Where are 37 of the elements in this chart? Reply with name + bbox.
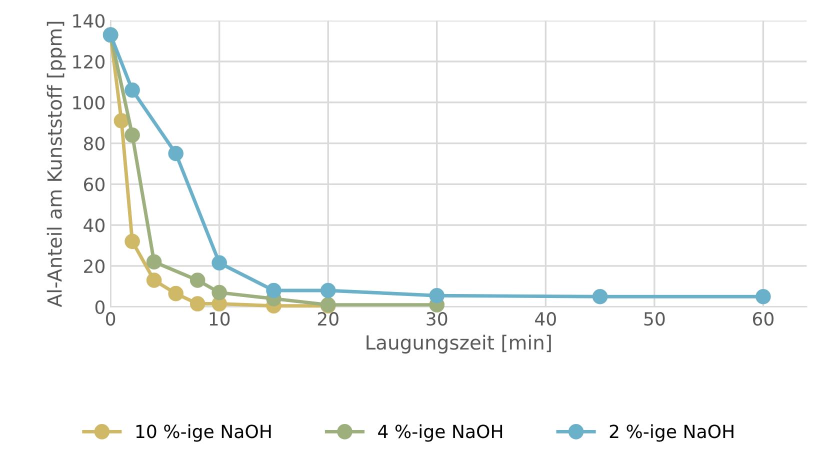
legend-label: 2 %-ige NaOH (610, 424, 734, 442)
y-tick-label: 60 (84, 178, 105, 192)
point (592, 288, 608, 304)
point (190, 272, 206, 288)
y-tick-label: 100 (73, 96, 105, 110)
point (124, 234, 140, 250)
y-tick-label: 0 (95, 300, 105, 314)
point (756, 288, 771, 304)
point (320, 282, 336, 298)
x-tick-label: 60 (752, 312, 774, 326)
x-tick-label: 10 (210, 312, 230, 326)
legend-label: 10 %-ige NaOH (136, 424, 271, 442)
x-tick-label: 20 (318, 312, 338, 326)
point (146, 254, 162, 270)
point (114, 113, 130, 128)
x-tick-label: 0 (106, 312, 116, 326)
y-tick-label: 140 (73, 14, 105, 28)
point (429, 288, 445, 304)
y-axis-title: Al-Anteil am Kunststoff [ppm] (46, 22, 66, 308)
x-tick-label: 30 (426, 312, 448, 326)
point (168, 146, 184, 162)
point (124, 127, 140, 143)
point (168, 286, 184, 302)
point (266, 282, 282, 298)
x-axis-title: Laugungszeit [min] (366, 334, 551, 354)
point (212, 284, 227, 300)
point (146, 272, 162, 288)
point (212, 255, 227, 271)
y-tick-label: 80 (84, 136, 105, 150)
x-tick-label: 50 (644, 312, 665, 326)
y-tick-label: 40 (84, 218, 105, 232)
y-tick-label: 120 (73, 54, 105, 69)
x-tick-label: 40 (535, 312, 556, 326)
y-tick-label: 20 (84, 259, 105, 274)
point (124, 82, 140, 98)
point (190, 296, 206, 312)
legend-label: 4 %-ige NaOH (378, 424, 502, 442)
